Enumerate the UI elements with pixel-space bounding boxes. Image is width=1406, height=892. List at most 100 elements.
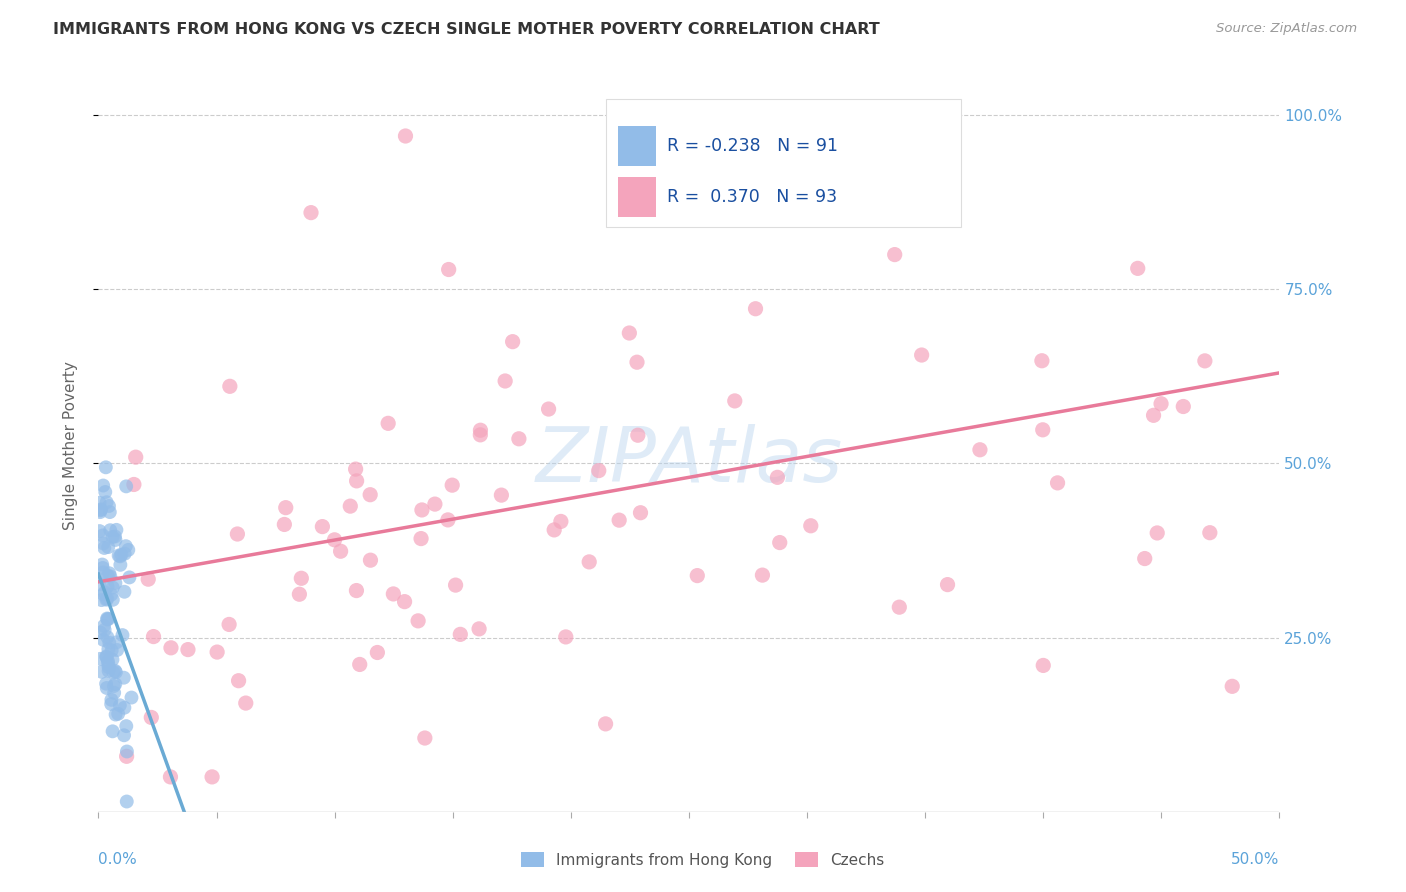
Point	[201, 770, 224, 784]
Point	[1198, 525, 1220, 540]
Point	[101, 581, 124, 595]
Text: R = -0.238   N = 91: R = -0.238 N = 91	[666, 137, 838, 155]
Point	[323, 533, 346, 547]
Point	[346, 583, 368, 598]
Text: Source: ZipAtlas.com: Source: ZipAtlas.com	[1216, 22, 1357, 36]
Point	[97, 580, 120, 594]
Point	[800, 518, 823, 533]
Point	[97, 664, 120, 678]
Legend: Immigrants from Hong Kong, Czechs: Immigrants from Hong Kong, Czechs	[515, 846, 891, 873]
Point	[890, 199, 912, 213]
Point	[537, 402, 560, 417]
Point	[883, 247, 905, 261]
Point	[115, 719, 138, 733]
Point	[112, 671, 135, 685]
Y-axis label: Single Mother Poverty: Single Mother Poverty	[63, 361, 77, 531]
Point	[359, 553, 381, 567]
Point	[93, 619, 115, 633]
Point	[97, 612, 120, 626]
Point	[889, 600, 911, 615]
Point	[110, 558, 132, 572]
Point	[96, 630, 118, 644]
Point	[97, 569, 120, 583]
Point	[112, 700, 135, 714]
Point	[108, 549, 131, 564]
Point	[588, 464, 610, 478]
Point	[218, 379, 240, 393]
Point	[89, 524, 111, 538]
Point	[543, 523, 565, 537]
Point	[444, 578, 467, 592]
Point	[89, 505, 111, 519]
Point	[93, 623, 115, 637]
FancyBboxPatch shape	[619, 126, 655, 166]
Point	[1146, 525, 1168, 540]
Point	[1031, 353, 1053, 368]
Point	[394, 594, 416, 608]
Point	[100, 693, 122, 707]
Point	[91, 478, 114, 492]
Point	[89, 625, 111, 640]
Point	[96, 681, 118, 695]
Point	[114, 539, 136, 553]
Point	[423, 497, 446, 511]
Point	[96, 649, 118, 664]
Point	[775, 181, 797, 195]
Point	[626, 355, 648, 369]
Point	[550, 515, 572, 529]
Point	[406, 614, 429, 628]
Point	[627, 428, 650, 442]
Point	[117, 542, 139, 557]
Point	[91, 528, 114, 542]
Point	[91, 566, 114, 580]
Point	[1194, 354, 1216, 368]
Point	[437, 262, 460, 277]
Point	[98, 505, 121, 519]
Point	[94, 460, 117, 475]
Point	[235, 696, 257, 710]
Point	[98, 499, 121, 513]
Point	[105, 643, 128, 657]
Point	[218, 617, 240, 632]
Point	[502, 334, 524, 349]
Point	[744, 301, 766, 316]
Point	[491, 488, 513, 502]
Point	[104, 677, 127, 691]
Point	[96, 591, 118, 606]
Point	[329, 544, 352, 558]
Point	[105, 523, 128, 537]
Point	[115, 749, 138, 764]
Point	[115, 479, 138, 493]
Point	[409, 532, 432, 546]
Point	[607, 513, 630, 527]
Point	[122, 477, 145, 491]
Point	[299, 205, 322, 219]
Point	[366, 645, 388, 659]
Point	[142, 630, 165, 644]
Point	[112, 728, 135, 742]
Point	[104, 664, 127, 678]
Point	[349, 657, 371, 672]
Text: IMMIGRANTS FROM HONG KONG VS CZECH SINGLE MOTHER POVERTY CORRELATION CHART: IMMIGRANTS FROM HONG KONG VS CZECH SINGL…	[53, 22, 880, 37]
Point	[114, 547, 136, 561]
Point	[97, 660, 120, 674]
Point	[97, 540, 120, 554]
Point	[125, 450, 148, 465]
Point	[205, 645, 228, 659]
Point	[1133, 551, 1156, 566]
Point	[686, 568, 709, 582]
Point	[766, 470, 789, 484]
Point	[1220, 679, 1243, 693]
Point	[494, 374, 516, 388]
Point	[89, 652, 111, 666]
Point	[100, 588, 122, 602]
Point	[96, 495, 118, 509]
Point	[724, 393, 747, 408]
Point	[115, 744, 138, 758]
Point	[118, 570, 141, 584]
Point	[159, 770, 181, 784]
Text: 50.0%: 50.0%	[1232, 852, 1279, 867]
Point	[101, 592, 124, 607]
Point	[100, 697, 122, 711]
Point	[441, 478, 464, 492]
